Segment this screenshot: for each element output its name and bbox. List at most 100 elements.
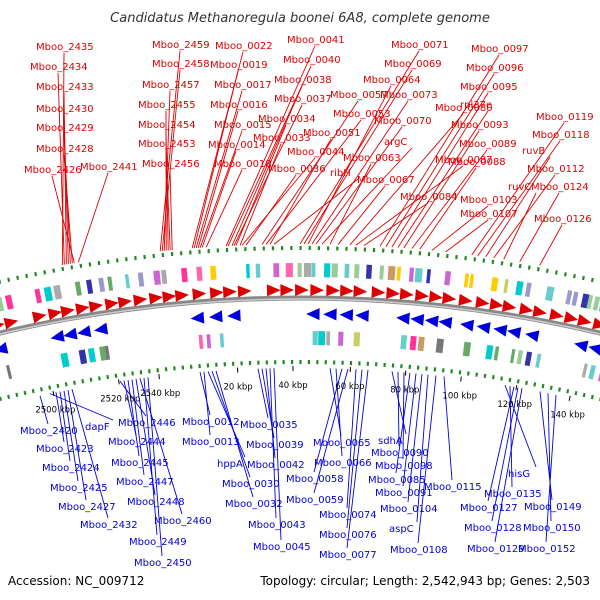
plus-strand-cog-block [0,296,5,312]
minus-leader-line [273,368,282,541]
gene-label-bottom: Mboo_0030 [222,479,280,490]
minus-leader-line [127,380,140,457]
inner-tick-ring [97,376,101,381]
plus-leader-line [61,52,65,265]
outer-tick-ring [16,275,20,281]
plus-strand-cog-block [181,267,188,283]
plus-leader-line [349,113,464,246]
plus-leader-line [239,143,282,246]
plus-strand-gene [414,289,429,302]
plus-strand-cog-block [426,269,432,284]
plus-leader-line [391,92,489,248]
minus-strand-cog-block [417,336,425,352]
gene-label-top: Mboo_2457 [142,80,200,91]
minus-strand-gene [460,319,475,332]
minus-leader-line [346,369,369,549]
minus-strand-cog-block [597,372,600,382]
minus-leader-line [59,391,71,462]
gene-label-top: Mboo_0118 [532,130,590,141]
gene-label-bottom: Mboo_0135 [484,489,542,500]
inner-tick-ring [56,383,60,389]
minus-strand-gene [63,327,78,340]
minus-strand-gene [588,344,600,356]
gene-label-bottom: Mboo_2420 [20,426,78,437]
inner-tick-ring [48,385,52,390]
gene-label-top: Mboo_0073 [380,90,438,101]
plus-strand-gene [132,294,148,307]
gene-label-bottom: Mboo_0042 [247,460,305,471]
leader-lines [39,45,565,557]
outer-tick-ring [572,273,576,279]
plus-strand-gene [475,295,490,308]
plus-strand-gene [399,287,414,300]
plus-leader-line [195,90,243,249]
accession-label: Accession: NC_009712 [8,574,145,588]
minus-leader-line [417,375,437,544]
plus-strand-cog-block [303,263,312,278]
inner-tick-ring [31,388,35,394]
gene-label-top: Mboo_0096 [466,63,524,74]
plus-leader-line [445,219,489,253]
gene-label-top: Mboo_0070 [374,116,432,127]
gene-label-top: Mboo_0034 [258,114,316,125]
plus-strand-cog-block [503,278,509,294]
minus-strand-gene [476,322,491,335]
outer-tick-ring [7,277,11,282]
plus-leader-line [303,69,413,245]
gene-labels: Mboo_2435 Mboo_2434 Mboo_2433 Mboo_2430 Mboo… [20,35,594,569]
gene-label-top: Mboo_2453 [138,139,196,150]
gene-label-bottom: Mboo_0091 [375,488,433,499]
plus-strand-cog-block [414,268,423,283]
plus-leader-line [199,130,243,248]
gene-label-top: Mboo_0089 [459,139,517,150]
minus-strand-cog-block [198,334,204,350]
scale-tick-mark [568,395,571,401]
minus-leader-line [335,368,343,457]
minus-leader-line [147,377,163,557]
minus-strand-cog-block [338,331,344,346]
plus-leader-line [329,163,372,245]
gene-label-top: Mboo_0033 [253,133,311,144]
minus-strand-gene [227,309,241,322]
plus-strand-gene [295,284,309,297]
plus-strand-cog-block [365,264,373,279]
plus-leader-line [431,205,489,251]
gene-label-bottom: Mboo_0149 [524,502,582,513]
minus-strand-cog-block [60,352,70,368]
outer-tick-ring [590,277,594,283]
inner-tick-ring [89,377,93,382]
genome-summary: Topology: circular; Length: 2,542,943 bp… [260,574,590,588]
gene-label-top: ribH [330,168,351,179]
gene-label-top: Mboo_0097 [471,44,529,55]
scale-tick-label: 140 kbp [550,411,585,421]
gene-label-bottom: Mboo_0045 [253,542,311,553]
minus-leader-line [207,371,246,458]
gene-label-bottom: Mboo_0085 [368,475,426,486]
gene-label-bottom: Mboo_0074 [319,510,377,521]
minus-strand-gene [50,329,65,342]
plus-leader-line [205,169,243,248]
plus-strand-gene [386,286,401,299]
plus-leader-line [403,130,480,249]
inner-tick-ring [491,375,495,380]
plus-leader-line [235,124,287,246]
gene-label-bottom: Mboo_0104 [380,504,438,515]
gene-label-bottom: Mboo_0035 [240,420,298,431]
scale-tick-label: 2540 kbp [140,389,180,399]
plus-leader-line [241,157,316,246]
gene-label-bottom: Mboo_0152 [518,544,576,555]
plus-leader-line [245,174,297,246]
minus-strand-gene [190,311,205,324]
outer-tick-ring [473,257,477,262]
plus-strand-gene [117,296,132,309]
plus-strand-cog-block [515,280,524,296]
outer-tick-ring [43,270,47,275]
plus-leader-line [503,192,537,260]
plus-strand-cog-block [107,276,114,291]
plus-leader-line [261,100,359,245]
gene-label-top: Mboo_0040 [283,55,341,66]
inner-tick-ring [475,372,479,377]
plus-leader-line [225,45,316,247]
gene-label-top: Mboo_0064 [363,75,421,86]
outer-tick-ring [70,265,74,270]
